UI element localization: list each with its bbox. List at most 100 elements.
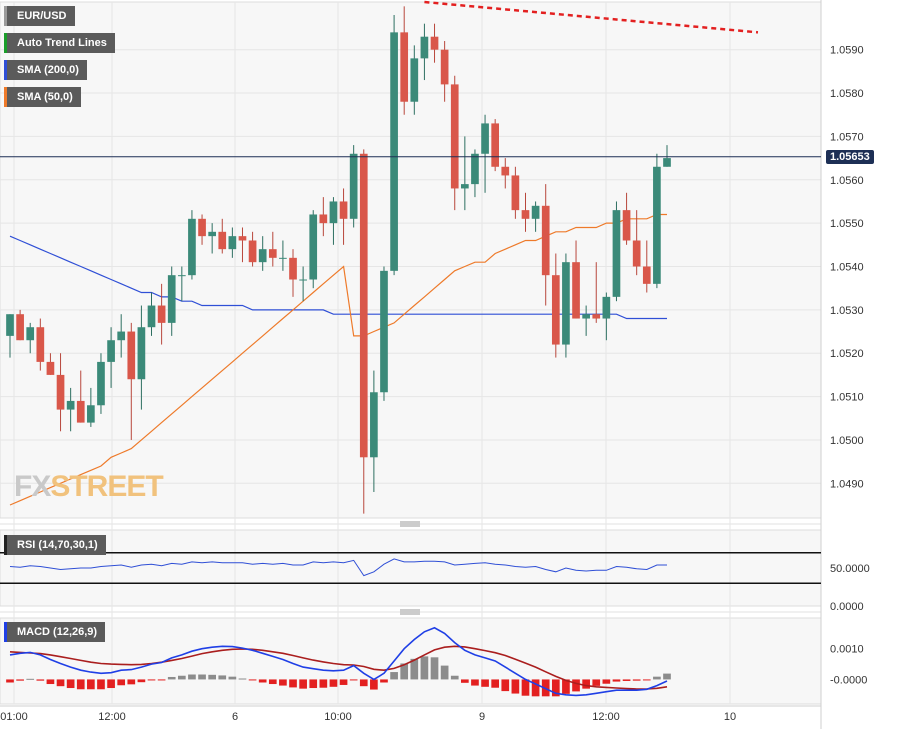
macd-histogram-bar <box>117 679 126 686</box>
macd-histogram-bar <box>289 679 297 688</box>
macd-histogram-bar <box>349 679 358 681</box>
candle-body <box>359 153 368 458</box>
candle-body <box>268 249 277 258</box>
axes <box>0 0 822 729</box>
candle-body <box>208 231 216 237</box>
candle-body <box>329 201 338 224</box>
candle-body <box>642 266 651 284</box>
rsi-panel <box>0 552 821 584</box>
x-tick-label: 10 <box>724 711 736 723</box>
price-tick-label: 1.0520 <box>830 348 864 360</box>
candle-body <box>390 32 398 271</box>
candle-body <box>511 175 520 211</box>
macd-histogram-bar <box>16 679 24 681</box>
sma50-line <box>9 213 667 506</box>
macd-histogram-bar <box>461 679 469 683</box>
candle-body <box>66 400 75 410</box>
macd-histogram-bar <box>258 679 267 683</box>
candle-body <box>16 314 24 341</box>
candle-body <box>177 275 186 277</box>
macd-histogram-bar <box>400 663 409 680</box>
candle-body <box>622 210 631 241</box>
price-tick-label: 1.0570 <box>830 131 864 143</box>
macd-histogram-bar <box>430 657 439 680</box>
macd-histogram-bar <box>511 679 520 694</box>
watermark-street: STREET <box>50 470 163 503</box>
candle-body <box>440 49 449 85</box>
candle-body <box>562 262 570 345</box>
macd-histogram-bar <box>36 679 45 681</box>
macd-histogram-bar <box>562 679 570 694</box>
macd-histogram-bar <box>309 679 318 689</box>
candle-body <box>663 158 671 167</box>
macd-histogram-bar <box>76 679 85 690</box>
macd-histogram-bar <box>390 672 398 680</box>
macd-histogram-bar <box>167 676 176 680</box>
candle-body <box>299 279 307 281</box>
macd-histogram-bar <box>642 679 651 681</box>
candle-body <box>188 218 196 276</box>
candle-body <box>400 32 409 102</box>
legend-sma50[interactable]: SMA (50,0) <box>4 87 81 107</box>
macd-histogram-bar <box>359 679 368 687</box>
macd-histogram-bar <box>329 679 338 687</box>
legend-symbol[interactable]: EUR/USD <box>4 6 75 26</box>
macd-histogram-bar <box>521 679 530 696</box>
candle-body <box>461 184 469 189</box>
macd-histogram-bar <box>218 675 227 680</box>
price-tick-label: 1.0590 <box>830 45 864 57</box>
macd-histogram-bar <box>380 679 388 683</box>
candle-body <box>551 275 560 345</box>
candle-body <box>572 262 580 319</box>
candle-body <box>612 210 621 297</box>
x-tick-label: 10:00 <box>324 711 352 723</box>
candle-body <box>97 361 105 406</box>
legend-trend-lines[interactable]: Auto Trend Lines <box>4 33 115 53</box>
x-tick-label: 12:00 <box>592 711 620 723</box>
candle-body <box>107 340 115 362</box>
x-tick-label: 01:00 <box>0 711 28 723</box>
candle-body <box>582 314 590 319</box>
candle-body <box>370 392 378 458</box>
candle-body <box>157 305 166 323</box>
macd-histogram-bar <box>440 665 449 680</box>
macd-histogram-bar <box>481 679 489 687</box>
price-panel <box>0 0 821 514</box>
macd-histogram-bar <box>46 679 55 685</box>
price-tick-label: 1.0540 <box>830 262 864 274</box>
macd-histogram-bar <box>582 679 590 689</box>
candle-body <box>36 327 45 362</box>
macd-histogram-bar <box>501 679 510 692</box>
x-tick-label: 9 <box>479 711 485 723</box>
macd-histogram-bar <box>177 675 186 680</box>
candle-body <box>289 257 297 280</box>
candle-body <box>531 205 540 219</box>
macd-histogram-bar <box>268 679 277 685</box>
macd-histogram-bar <box>6 679 14 683</box>
macd-histogram-bar <box>319 679 328 688</box>
macd-histogram-bar <box>612 679 621 682</box>
macd-histogram-bar <box>410 658 419 680</box>
fxstreet-watermark: FXSTREET <box>14 470 164 504</box>
macd-histogram-bar <box>147 679 156 681</box>
candle-body <box>238 236 247 241</box>
macd-histogram-bar <box>420 656 429 680</box>
legend-sma200[interactable]: SMA (200,0) <box>4 60 87 80</box>
price-tick-label: 1.0500 <box>830 435 864 447</box>
candle-body <box>481 123 489 154</box>
candle-body <box>339 201 348 219</box>
macd-histogram-bar <box>107 679 115 689</box>
x-tick-label: 12:00 <box>98 711 126 723</box>
price-tick-label: 1.0550 <box>830 218 864 230</box>
candle-body <box>167 275 176 323</box>
candle-body <box>87 405 95 423</box>
macd-histogram-bar <box>299 679 307 689</box>
candle-body <box>127 331 136 380</box>
legend-macd[interactable]: MACD (12,26,9) <box>4 622 106 642</box>
candle-body <box>46 361 55 375</box>
macd-histogram-bar <box>551 679 560 697</box>
legend-rsi[interactable]: RSI (14,70,30,1) <box>4 535 106 555</box>
candle-body <box>541 205 550 276</box>
macd-histogram-bar <box>339 679 348 685</box>
candle-body <box>56 374 65 410</box>
